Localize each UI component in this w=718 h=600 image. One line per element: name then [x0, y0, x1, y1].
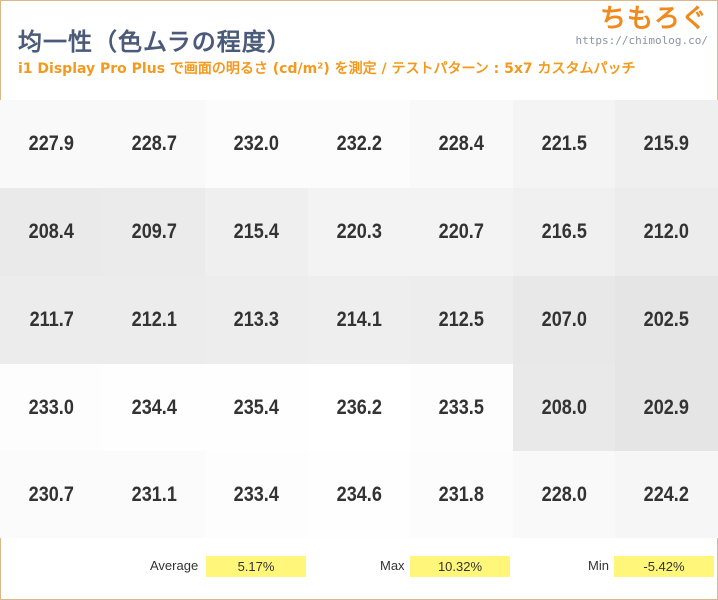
heatmap-cell: 208.0	[512, 364, 616, 451]
heatmap-cell: 220.7	[410, 188, 513, 276]
heatmap-cell-value: 221.5	[541, 132, 587, 155]
heatmap-cell-value: 216.5	[541, 220, 587, 243]
average-value: 5.17%	[206, 556, 306, 577]
heatmap-cell-value: 231.1	[131, 482, 177, 506]
heatmap-cell: 231.1	[102, 451, 206, 538]
heatmap-cell: 232.0	[205, 100, 308, 188]
heatmap-cell: 213.3	[205, 276, 308, 364]
heatmap-cell: 228.0	[512, 451, 616, 538]
heatmap-cell: 207.0	[512, 276, 616, 364]
chart-subtitle: i1 Display Pro Plus で画面の明るさ (cd/m²) を測定 …	[18, 61, 636, 77]
chart-title: 均一性（色ムラの程度）	[18, 28, 292, 56]
heatmap-cell: 216.5	[512, 188, 616, 276]
heatmap-cell-value: 212.0	[644, 220, 690, 243]
heatmap-cell-value: 233.0	[28, 395, 74, 419]
heatmap-cell-value: 230.7	[28, 482, 74, 506]
heatmap-cell-value: 215.9	[644, 132, 690, 155]
max-value: 10.32%	[410, 556, 510, 577]
heatmap-cell: 202.9	[615, 364, 718, 451]
heatmap-cell-value: 233.5	[438, 395, 485, 419]
heatmap-cell: 221.5	[512, 100, 616, 188]
heatmap-cell: 212.5	[410, 276, 513, 364]
heatmap-cell: 236.2	[307, 364, 411, 451]
heatmap-cell-value: 208.0	[541, 395, 587, 419]
heatmap-cell-value: 228.7	[131, 132, 177, 155]
heatmap-cell-value: 232.0	[233, 132, 280, 155]
heatmap-cell: 231.8	[410, 451, 513, 538]
heatmap-cell-value: 220.7	[438, 220, 485, 243]
heatmap-cell: 228.4	[410, 100, 513, 188]
logo-url: https://chimolog.co/	[575, 34, 708, 47]
min-value: -5.42%	[614, 556, 714, 577]
heatmap-cell-value: 202.9	[644, 395, 690, 419]
heatmap-cell-value: 208.4	[28, 220, 74, 243]
heatmap-cell: 220.3	[307, 188, 411, 276]
heatmap-cell-value: 231.8	[438, 482, 485, 506]
heatmap-cell: 212.1	[102, 276, 206, 364]
heatmap-cell: 227.9	[0, 100, 103, 188]
heatmap-cell: 214.1	[307, 276, 411, 364]
heatmap-cell: 202.5	[615, 276, 718, 364]
heatmap-cell: 233.0	[0, 364, 103, 451]
heatmap-cell: 228.7	[102, 100, 206, 188]
max-label: Max	[380, 558, 405, 573]
heatmap-cell-value: 235.4	[233, 395, 280, 419]
heatmap-cell-value: 211.7	[29, 308, 74, 331]
heatmap-cell-value: 207.0	[541, 308, 587, 331]
heatmap-cell-value: 227.9	[28, 132, 74, 155]
heatmap-cell-value: 212.1	[131, 308, 177, 331]
site-logo: ちもろぐ https://chimolog.co/	[576, 4, 708, 48]
heatmap-cell: 234.6	[307, 451, 411, 538]
heatmap-cell: 224.2	[615, 451, 718, 538]
heatmap-cell: 235.4	[205, 364, 308, 451]
heatmap-cell: 215.9	[615, 100, 718, 188]
min-label: Min	[588, 558, 609, 573]
heatmap-cell: 212.0	[615, 188, 718, 276]
heatmap-cell-value: 234.6	[336, 482, 382, 506]
heatmap-cell-value: 233.4	[233, 482, 280, 506]
heatmap-cell-value: 209.7	[131, 220, 177, 243]
heatmap-cell-value: 236.2	[336, 395, 382, 419]
chart-header: 均一性（色ムラの程度） i1 Display Pro Plus で画面の明るさ …	[0, 0, 718, 100]
heatmap-cell: 233.5	[410, 364, 513, 451]
heatmap-cell: 208.4	[0, 188, 103, 276]
heatmap-cell-value: 228.0	[541, 482, 587, 506]
heatmap-cell: 230.7	[0, 451, 103, 538]
heatmap-cell-value: 220.3	[336, 220, 382, 243]
heatmap-cell-value: 224.2	[644, 482, 690, 506]
heatmap-cell-value: 213.3	[233, 308, 280, 331]
uniformity-heatmap: 227.9 228.7 232.0 232.2 228.4 221.5 215.9 208.4…	[0, 100, 718, 538]
stats-footer: Average 5.17% Max 10.32% Min -5.42%	[0, 538, 718, 600]
heatmap-cell-value: 215.4	[233, 220, 280, 243]
heatmap-cell-value: 212.5	[438, 308, 485, 331]
heatmap-cell-value: 234.4	[131, 395, 177, 419]
heatmap-cell-value: 232.2	[336, 132, 382, 155]
logo-text: ちもろぐ	[599, 4, 708, 34]
heatmap-cell: 234.4	[102, 364, 206, 451]
heatmap-cell-value: 228.4	[438, 132, 485, 155]
heatmap-cell: 215.4	[205, 188, 308, 276]
heatmap-cell: 209.7	[102, 188, 206, 276]
average-label: Average	[150, 558, 199, 573]
heatmap-cell: 233.4	[205, 451, 308, 538]
heatmap-cell: 211.7	[0, 276, 103, 364]
heatmap-cell-value: 214.1	[336, 308, 382, 331]
heatmap-cell: 232.2	[307, 100, 411, 188]
heatmap-cell-value: 202.5	[644, 308, 690, 331]
